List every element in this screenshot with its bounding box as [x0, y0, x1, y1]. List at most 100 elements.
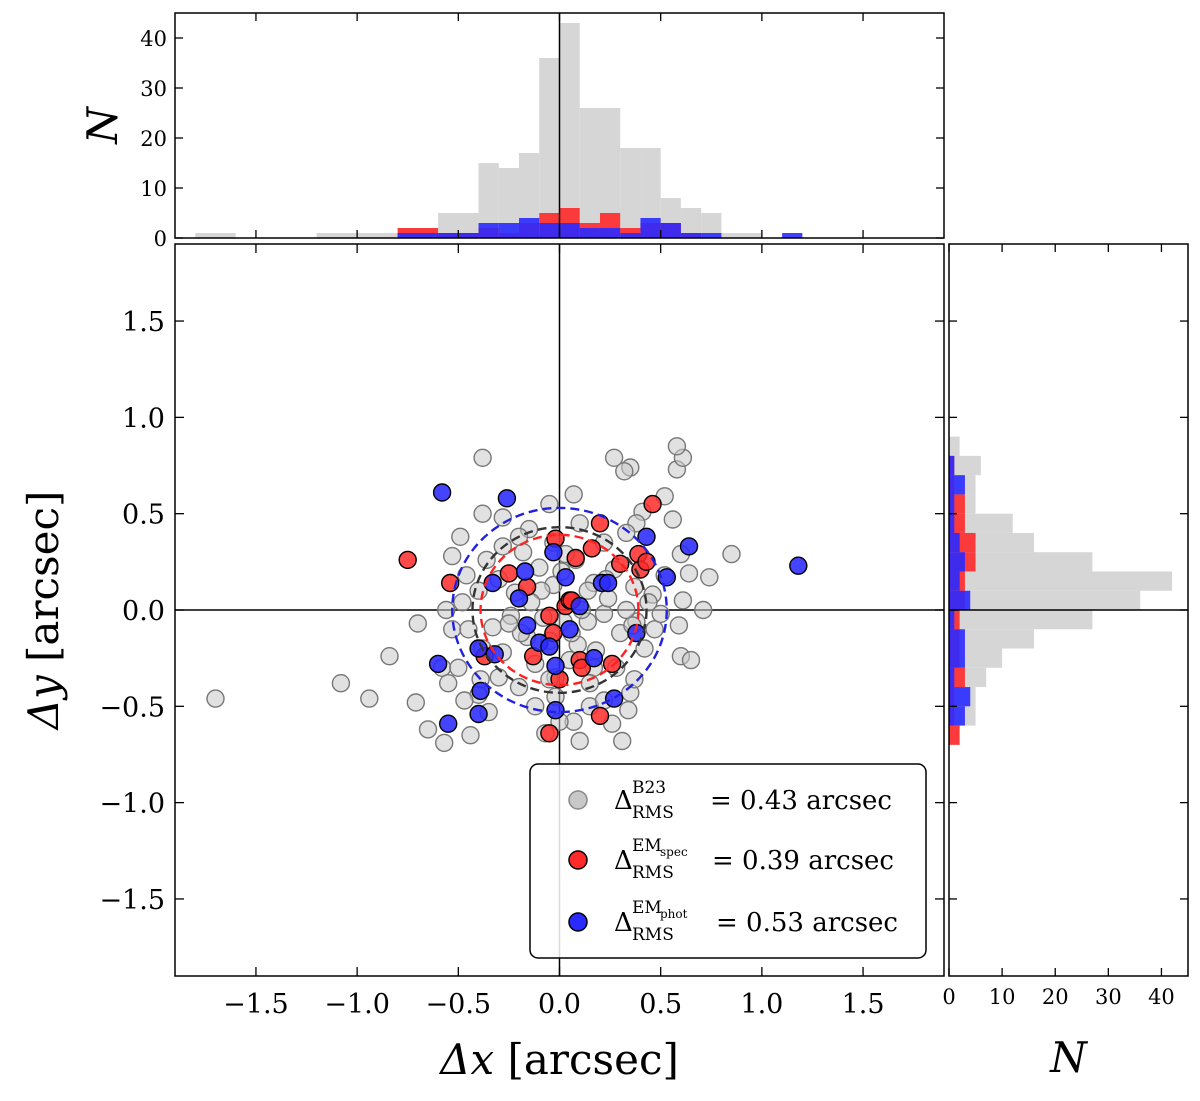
right-hist-bar-emphot	[949, 706, 965, 726]
main-xtick-label: 0.0	[538, 989, 581, 1020]
point-emphot-20	[598, 573, 618, 593]
main-ytick-label: −1.0	[99, 789, 165, 820]
point-b23-103	[455, 691, 474, 710]
main-plot-area	[175, 244, 944, 976]
point-b23-73	[451, 527, 470, 546]
top-hist-bar-emphot	[478, 223, 499, 238]
point-emphot-5	[469, 704, 488, 724]
top-hist-bar-b23	[357, 233, 398, 238]
point-b23-101	[459, 620, 478, 639]
right-histogram: 0 10 20 30 40 N	[942, 243, 1189, 1082]
point-b23-74	[443, 546, 462, 566]
top-hist-bar-emphot	[519, 218, 540, 238]
point-b23-27	[619, 701, 638, 720]
top-ytick-label: 10	[140, 177, 167, 201]
point-b23-12	[461, 726, 480, 745]
right-hist-bar-emspec	[949, 725, 960, 745]
point-b23-36	[483, 618, 502, 637]
point-b23-65	[617, 523, 636, 543]
point-emphot-9	[515, 562, 535, 581]
right-xtick-label: 30	[1095, 985, 1122, 1009]
point-b23-8	[453, 593, 472, 612]
point-b23-1	[331, 674, 351, 693]
point-emspec-0	[398, 550, 417, 570]
right-hist-bar-emphot	[949, 648, 965, 668]
y-axis-label-symbol: Δy	[19, 674, 68, 731]
point-emphot-26	[789, 556, 808, 575]
point-b23-110	[473, 448, 492, 467]
point-b23-109	[604, 448, 624, 467]
right-hist-bar-b23	[949, 571, 1173, 591]
top-hist-bar-b23	[599, 108, 621, 238]
main-xtick-label: −1.5	[223, 989, 289, 1020]
point-emphot-24	[657, 568, 676, 587]
point-emphot-27	[570, 596, 589, 616]
point-b23-9	[439, 674, 458, 693]
right-xtick-label: 10	[989, 985, 1016, 1009]
top-hist-bar-b23	[195, 233, 236, 238]
right-hist-bar-emphot	[949, 513, 955, 533]
top-hist-bar-emphot	[680, 233, 702, 238]
point-b23-113	[578, 581, 597, 600]
point-emphot-14	[546, 701, 565, 720]
right-xtick-label: 0	[942, 985, 955, 1009]
legend-value-emphot: = 0.53 arcsec	[716, 908, 898, 938]
top-ytick-label: 30	[140, 77, 167, 101]
top-hist-bar-b23	[680, 208, 702, 238]
point-emphot-2	[439, 714, 458, 733]
rms-circle-emphot	[451, 506, 668, 714]
point-b23-46	[625, 577, 644, 597]
legend: Δ B23 RMS = 0.43 arcsec Δ EM spec RMS = …	[529, 763, 927, 959]
right-hist-bar-b23	[949, 436, 960, 456]
right-xtick-label: 40	[1148, 985, 1175, 1009]
top-ytick-label: 40	[140, 27, 167, 51]
point-b23-56	[722, 544, 741, 564]
legend-value-b23: = 0.43 arcsec	[710, 786, 892, 816]
right-hist-bar-emphot	[949, 610, 955, 630]
main-ytick-label: 0.0	[122, 596, 165, 627]
point-b23-117	[499, 614, 519, 633]
right-hist-bar-emphot	[949, 571, 960, 591]
top-hist-bar-emphot	[782, 233, 803, 238]
legend-sup-emspec: EM	[632, 836, 662, 856]
main-ytick-label: 0.5	[122, 500, 165, 531]
point-b23-20	[526, 697, 545, 716]
point-b23-83	[617, 600, 636, 620]
point-emphot-16	[556, 568, 575, 587]
legend-marker-emphot	[568, 912, 588, 932]
point-emphot-15	[544, 543, 563, 562]
top-hist-bar-emphot	[599, 228, 621, 238]
top-hist-bar-emphot	[640, 218, 661, 238]
top-hist-bar-b23	[579, 108, 600, 238]
point-emphot-18	[584, 649, 604, 668]
right-hist-bar-b23	[949, 455, 981, 476]
right-hist-bar-emphot	[949, 687, 971, 707]
legend-sup-b23: B23	[632, 778, 666, 798]
point-emspec-23	[643, 494, 662, 514]
legend-supsub-emspec: spec	[660, 845, 688, 859]
point-emspec-6	[540, 606, 559, 625]
point-b23-72	[473, 504, 492, 523]
point-emphot-28	[509, 589, 529, 608]
point-emphot-10	[517, 616, 537, 635]
point-b23-7	[449, 658, 468, 677]
top-ytick-label: 20	[140, 127, 167, 151]
point-b23-18	[489, 668, 508, 687]
point-b23-2	[360, 689, 379, 708]
point-emphot-25	[679, 537, 699, 556]
top-hist-bar-b23	[316, 233, 358, 238]
legend-sup-emphot: EM	[632, 898, 662, 918]
right-x-axis-label: N	[1049, 1033, 1088, 1082]
legend-delta-emphot: Δ	[614, 908, 633, 938]
point-b23-71	[493, 508, 512, 527]
point-emspec-15	[572, 658, 591, 677]
point-emphot-0	[432, 483, 452, 502]
top-hist-bar-emphot	[660, 223, 681, 238]
right-hist-bar-b23	[949, 590, 1141, 610]
point-b23-14	[418, 720, 438, 739]
right-hist-bar-emphot	[949, 455, 955, 476]
point-b23-80	[594, 604, 614, 624]
legend-supsub-emphot: phot	[660, 907, 688, 921]
point-b23-112	[651, 604, 670, 624]
